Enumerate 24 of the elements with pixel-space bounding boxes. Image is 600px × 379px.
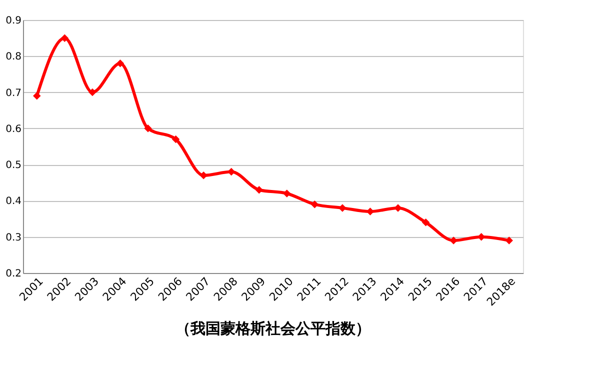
point (200, 172, 208, 180)
y-tick-label: 0.8 (6, 52, 22, 63)
point (505, 236, 513, 244)
point (116, 60, 124, 68)
y-tick-label: 0.6 (6, 124, 22, 135)
y-tick-label: 0.4 (6, 196, 22, 208)
point (394, 204, 402, 212)
point (283, 190, 291, 198)
point (144, 124, 152, 132)
point (422, 218, 430, 226)
point (338, 204, 346, 212)
point (88, 88, 96, 96)
y-tick-label: 0.9 (6, 16, 22, 26)
y-tick-label: 0.3 (6, 232, 22, 244)
point (60, 34, 69, 42)
point (172, 135, 180, 144)
point (450, 236, 458, 244)
point (255, 186, 263, 194)
y-tick-label: 0.7 (6, 88, 22, 99)
text: （我国蒙格斯社会公平指数） (176, 319, 370, 338)
point (310, 200, 319, 208)
y-tick-label: 0.2 (6, 268, 22, 280)
point (33, 92, 41, 100)
y-tick-label: 0.5 (6, 160, 22, 172)
